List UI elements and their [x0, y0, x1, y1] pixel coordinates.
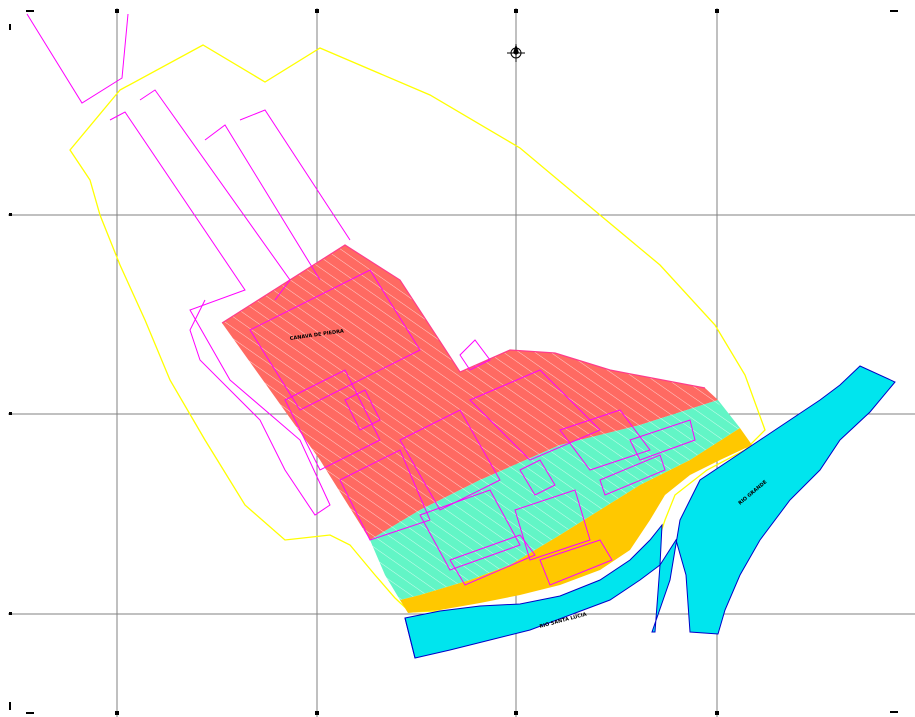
river-main: [651, 365, 896, 635]
outline-block-1: [249, 269, 421, 411]
outline-block-10: [559, 409, 651, 471]
zone-gold: [400, 428, 752, 613]
outline-block-4: [399, 409, 501, 511]
outline-block-3: [339, 449, 431, 541]
outline-strip-a: [109, 111, 331, 516]
river-lower: [404, 523, 663, 659]
outline-block-5: [419, 489, 521, 571]
outline-block-13: [519, 459, 556, 496]
outlines: [26, 13, 696, 586]
rivers: [404, 365, 896, 659]
outline-strip-c: [204, 124, 321, 281]
frame-ticks: [9, 9, 898, 715]
outline-strip-b: [139, 89, 291, 301]
outline-block-14: [459, 339, 491, 371]
river-lower-edge: [404, 617, 416, 659]
outline-block-8: [539, 539, 613, 586]
outline-top-left: [26, 13, 129, 104]
outline-block-7: [514, 489, 591, 561]
zone-red-edge: [221, 244, 706, 389]
north-arrow-icon: [507, 44, 525, 62]
outline-block-9: [469, 369, 601, 461]
outline-block-12: [629, 419, 696, 461]
outline-block-6: [449, 534, 536, 586]
zones: [221, 244, 752, 613]
zone-hatch: [222, 245, 740, 600]
outline-strip-d: [239, 109, 351, 241]
outline-block-15: [344, 389, 381, 431]
outline-block-11: [599, 454, 666, 496]
outline-block-2: [284, 369, 381, 471]
